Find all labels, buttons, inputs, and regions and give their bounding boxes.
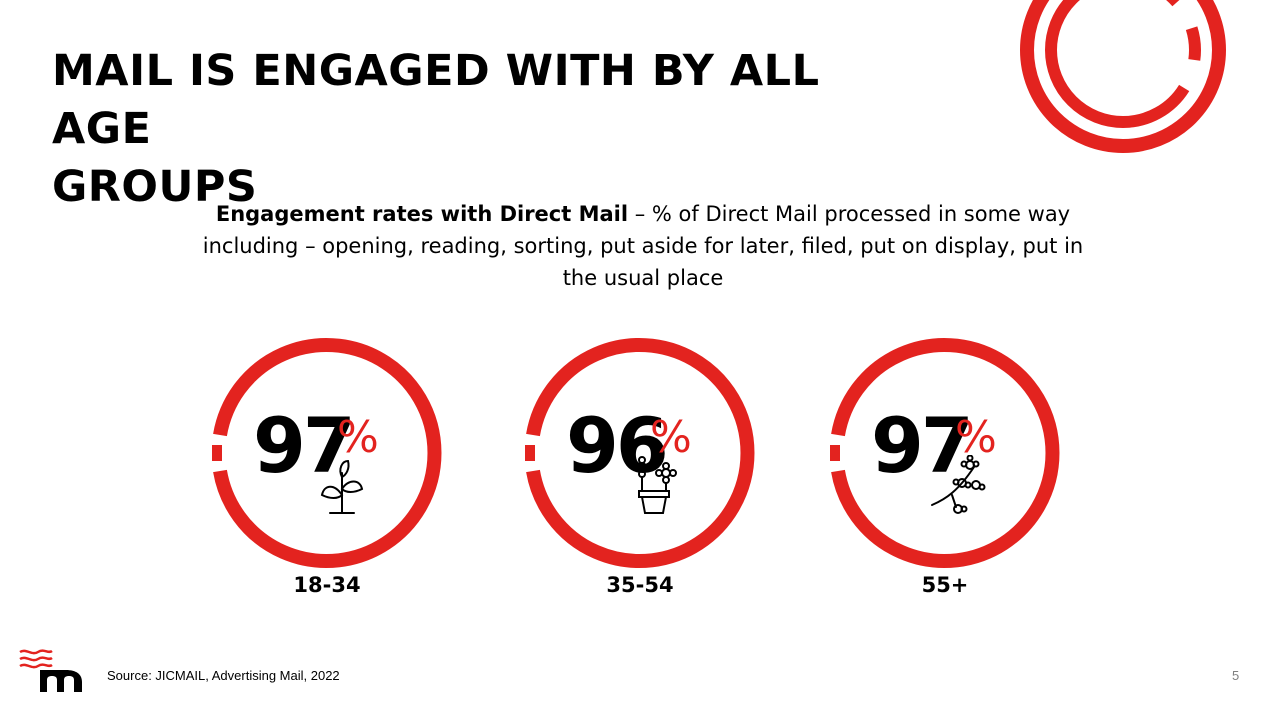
age-group-label: 18-34 — [293, 573, 361, 597]
age-group-label: 55+ — [921, 573, 969, 597]
ring-icon — [830, 338, 1060, 568]
percent-sign: % — [955, 412, 997, 463]
ring-icon — [525, 338, 755, 568]
page-number: 5 — [1232, 668, 1240, 683]
page-title: MAIL IS ENGAGED WITH BY ALL AGE GROUPS — [52, 42, 912, 216]
subtitle-rest: – % of Direct Mail processed in some way… — [202, 202, 1084, 290]
percent-sign: % — [337, 412, 379, 463]
subtitle-bold: Engagement rates with Direct Mail — [215, 202, 629, 226]
source-citation: Source: JICMAIL, Advertising Mail, 2022 — [107, 668, 340, 683]
title-line-1: MAIL IS ENGAGED WITH BY ALL AGE — [52, 46, 820, 154]
chart-subtitle: Engagement rates with Direct Mail – % of… — [200, 198, 1086, 294]
blossom-branch-icon — [931, 455, 986, 514]
stat-value: 97 — [871, 401, 974, 490]
stat-value: 97 — [253, 401, 356, 490]
stat-35-54: 96 % 35-54 — [520, 333, 760, 633]
ring-icon — [212, 338, 442, 568]
stat-55-plus: 97 % 55+ — [825, 333, 1065, 633]
age-group-label: 35-54 — [606, 573, 674, 597]
title-line-2: GROUPS — [52, 162, 258, 212]
brand-logo — [19, 649, 82, 692]
decorative-rings-graphic — [1020, 0, 1226, 153]
stat-value: 96 — [566, 401, 669, 490]
potted-flowers-icon — [631, 456, 677, 514]
sprout-icon — [320, 459, 364, 514]
percent-sign: % — [650, 412, 692, 463]
stat-18-34: 97 % 18-34 — [207, 333, 447, 633]
